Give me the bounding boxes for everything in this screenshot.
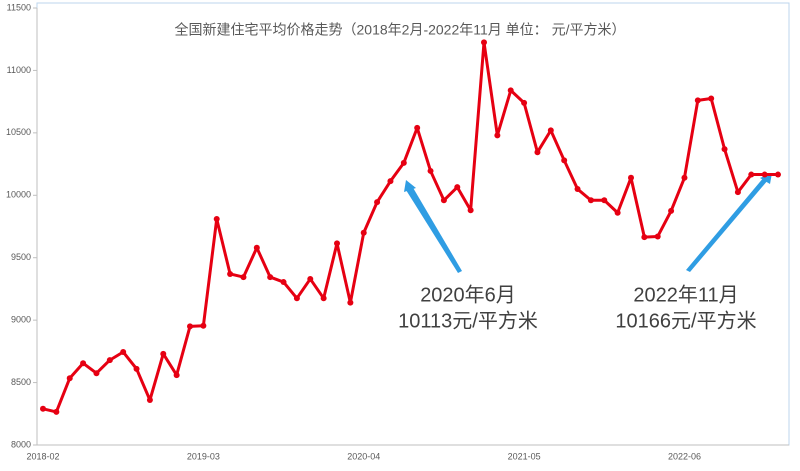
data-point — [534, 149, 541, 156]
data-point — [587, 197, 594, 204]
data-point — [708, 95, 715, 102]
annotation: 10113元/平方米 — [398, 309, 538, 332]
data-point — [387, 178, 394, 185]
data-point — [187, 323, 193, 330]
data-point — [133, 365, 140, 372]
data-point — [494, 132, 501, 139]
data-point — [775, 171, 781, 178]
data-point — [213, 216, 220, 223]
data-point — [53, 408, 60, 415]
annotation: 2022年11月 — [633, 283, 738, 306]
data-point — [654, 233, 661, 240]
y-tick-label: 10500 — [6, 127, 31, 137]
data-point — [360, 229, 367, 236]
y-tick-label: 9000 — [11, 315, 31, 325]
data-point — [734, 189, 741, 196]
data-point — [467, 207, 474, 214]
data-point — [694, 97, 701, 104]
data-point — [668, 207, 675, 214]
data-point — [200, 322, 207, 329]
data-point — [761, 171, 768, 178]
data-point — [414, 124, 421, 131]
y-tick-label: 9500 — [11, 252, 31, 262]
x-tick-label: 2020-04 — [347, 451, 380, 461]
data-point — [601, 197, 608, 204]
data-point — [267, 274, 274, 281]
data-point — [547, 127, 554, 134]
y-tick-label: 10000 — [6, 190, 31, 200]
annotation: 2020年6月 — [420, 283, 516, 306]
data-point — [280, 279, 287, 286]
data-point — [347, 299, 354, 306]
arrow — [406, 186, 462, 273]
y-tick-label: 8500 — [11, 377, 31, 387]
x-tick-label: 2018-02 — [26, 451, 59, 461]
x-tick-label: 2021-05 — [508, 451, 541, 461]
data-point — [227, 270, 234, 277]
y-tick-label: 11500 — [7, 2, 31, 12]
chart-title: 全国新建住宅平均价格走势（2018年2月-2022年11月 单位： 元/平方米） — [175, 22, 626, 38]
data-point — [173, 372, 180, 379]
data-point — [614, 209, 621, 216]
data-point — [400, 159, 407, 166]
data-point — [561, 157, 568, 164]
data-point — [641, 234, 648, 241]
arrow — [686, 177, 768, 272]
y-tick-label: 11000 — [7, 65, 31, 75]
data-point — [120, 348, 127, 355]
data-point — [320, 295, 327, 302]
data-point — [240, 274, 247, 281]
x-tick-label: 2019-03 — [187, 451, 220, 461]
data-point — [66, 375, 73, 382]
data-point — [334, 240, 340, 247]
data-point — [106, 357, 113, 364]
data-point — [427, 167, 434, 174]
plot-border — [36, 2, 790, 446]
arrow-head — [404, 180, 416, 192]
data-point — [374, 199, 381, 206]
data-point — [574, 186, 581, 193]
data-point — [454, 184, 461, 191]
data-point — [146, 397, 153, 404]
y-tick-label: 8000 — [11, 439, 31, 449]
data-point — [80, 360, 87, 367]
data-point — [681, 174, 688, 181]
data-point — [748, 171, 755, 178]
data-point — [628, 174, 634, 181]
series-line — [42, 40, 778, 414]
data-point — [521, 99, 528, 106]
data-point — [481, 39, 487, 46]
annotation: 10166元/平方米 — [615, 309, 756, 332]
x-tick-label: 2022-06 — [668, 451, 701, 461]
data-point — [507, 87, 514, 94]
data-point — [293, 295, 300, 302]
data-point — [721, 146, 728, 153]
data-point — [307, 275, 314, 282]
data-point — [440, 197, 447, 204]
data-point — [40, 405, 46, 412]
data-point — [93, 370, 100, 377]
data-point — [253, 244, 260, 251]
data-point — [160, 350, 167, 357]
